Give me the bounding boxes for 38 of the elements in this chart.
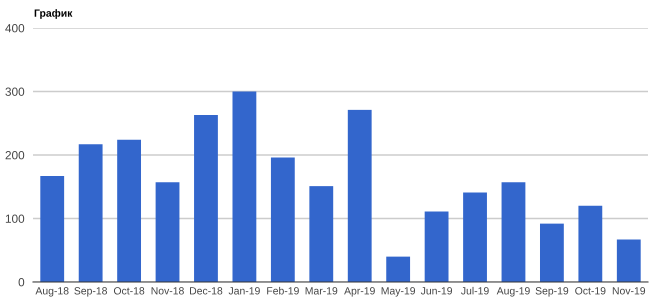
bar	[40, 176, 64, 282]
bar	[309, 186, 334, 282]
bar	[502, 182, 526, 282]
bar	[270, 158, 295, 282]
y-tick-label: 400	[5, 24, 24, 32]
y-tick-label: 0	[18, 278, 24, 286]
x-tick-label: Jun-19	[420, 287, 452, 295]
x-tick-label: Aug-18	[35, 287, 69, 297]
x-tick-label: Jan-19	[228, 287, 260, 295]
bar	[232, 92, 256, 282]
bar	[78, 144, 103, 282]
y-tick-label: 200	[6, 151, 24, 160]
bar	[117, 140, 142, 282]
bar	[156, 182, 180, 282]
x-tick-label: Nov-18	[152, 287, 184, 295]
bar	[540, 224, 564, 282]
x-tick-label: Aug-19	[496, 287, 530, 297]
x-tick-label: Oct-18	[114, 287, 144, 295]
bar	[424, 212, 449, 282]
bar	[348, 110, 372, 282]
y-tick-label: 300	[5, 88, 24, 96]
x-tick-label: Sep-18	[74, 287, 107, 297]
x-tick-label: Nov-19	[612, 287, 646, 295]
y-tick-label: 100	[6, 214, 24, 223]
bar	[194, 114, 218, 282]
x-tick-label: Sep-19	[536, 287, 568, 297]
bar	[386, 256, 410, 282]
x-tick-label: May-19	[382, 287, 416, 297]
bar	[616, 239, 641, 282]
x-tick-label: Apr-19	[344, 287, 375, 297]
bar	[578, 206, 602, 282]
x-tick-label: Mar-19	[306, 287, 338, 295]
x-tick-label: Feb-19	[267, 286, 299, 295]
chart-title: График	[34, 9, 72, 19]
x-tick-label: Jul-19	[461, 286, 489, 295]
bar	[463, 192, 487, 282]
x-tick-label: Dec-18	[190, 287, 222, 295]
x-tick-label: Oct-19	[575, 287, 606, 295]
